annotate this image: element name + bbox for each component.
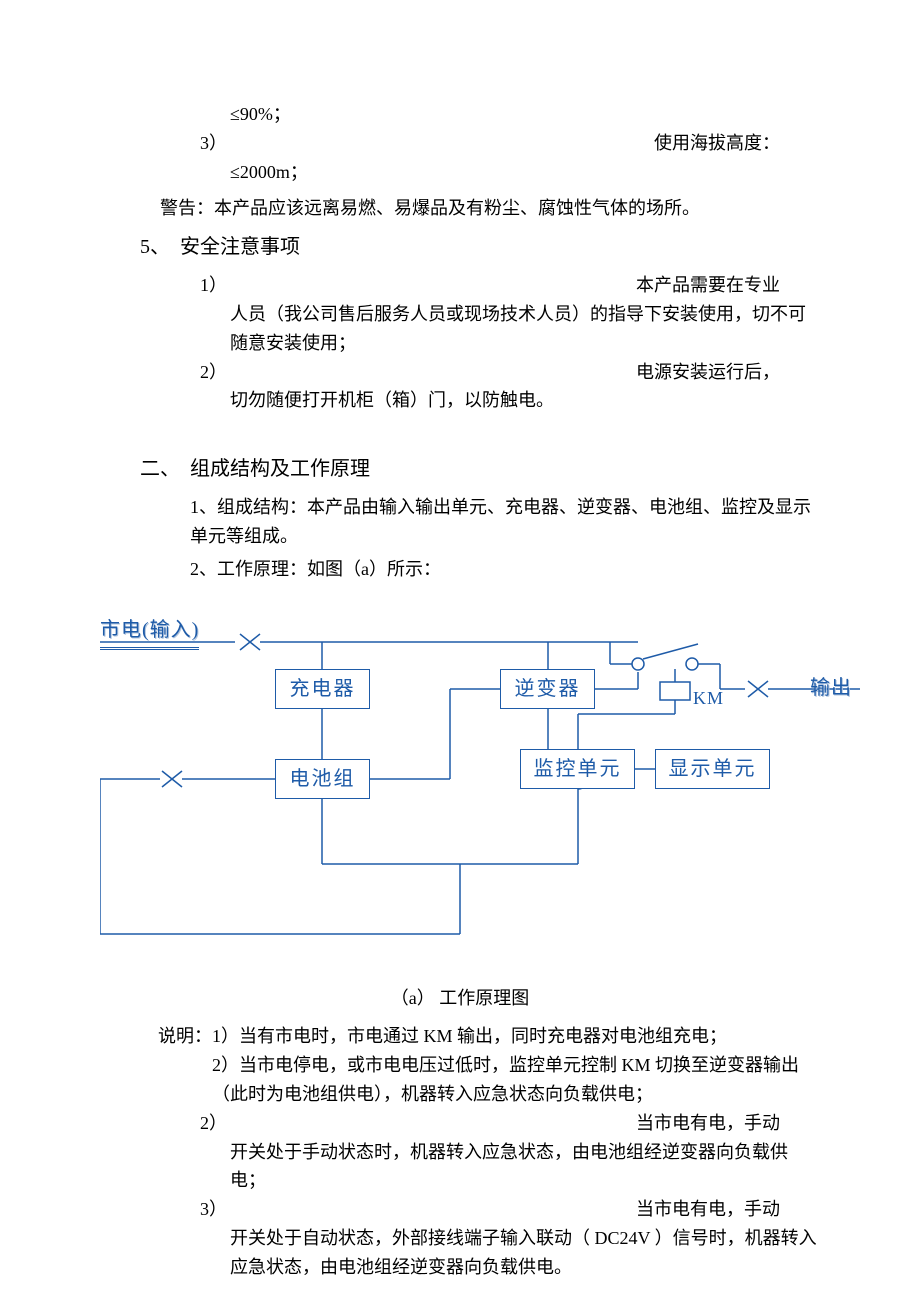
label-output: 输出: [810, 672, 852, 704]
explain-num3-body: 开关处于自动状态，外部接线端子输入联动（ DC24V ）信号时，机器转入应急状态…: [230, 1224, 820, 1282]
block-display: 显示单元: [655, 749, 770, 789]
env-item3-num: 3）: [200, 129, 240, 158]
explain-num2-body: 开关处于手动状态时，机器转入应急状态，由电池组经逆变器向负载供电；: [230, 1138, 820, 1196]
section2-para1: 1、组成结构：本产品由输入输出单元、充电器、逆变器、电池组、监控及显示单元等组成…: [190, 493, 820, 551]
explain-num2-head: 当市电有电，手动: [240, 1109, 820, 1138]
explain-num-item2: 2） 当市电有电，手动: [200, 1109, 820, 1138]
diagram-caption: （a） 工作原理图: [100, 984, 820, 1013]
block-inverter: 逆变器: [500, 669, 595, 709]
explain-line1: 说明：1）当有市电时，市电通过 KM 输出，同时充电器对电池组充电；: [158, 1022, 820, 1051]
env-item3-label: 使用海拔高度：: [240, 129, 820, 158]
label-input: 市电(输入): [100, 614, 199, 650]
safety-item2-body: 切勿随便打开机柜（箱）门，以防触电。: [230, 386, 820, 415]
block-monitor: 监控单元: [520, 749, 635, 789]
explain-item1: 1）当有市电时，市电通过 KM 输出，同时充电器对电池组充电；: [212, 1026, 727, 1046]
diagram: 市电(输入) 充电器 逆变器 电池组 监控单元 显示单元 KM 输出: [100, 614, 860, 974]
safety-item1-num: 1）: [200, 271, 240, 300]
safety-item1: 1） 本产品需要在专业: [200, 271, 820, 300]
explain-item2: 2）当市电停电，或市电电压过低时，监控单元控制 KM 切换至逆变器输出（此时为电…: [212, 1051, 820, 1109]
explain-num2: 2）: [200, 1109, 240, 1138]
block-battery: 电池组: [275, 759, 370, 799]
block-charger: 充电器: [275, 669, 370, 709]
safety-item1-body: 人员（我公司售后服务人员或现场技术人员）的指导下安装使用，切不可随意安装使用；: [230, 300, 820, 358]
explain-prefix: 说明：: [158, 1026, 212, 1046]
explain-num-item3: 3） 当市电有电，手动: [200, 1195, 820, 1224]
section5-title: 5、 安全注意事项: [140, 231, 820, 263]
section2-para2: 2、工作原理：如图（a）所示：: [190, 555, 820, 584]
warning-text: 警告：本产品应该远离易燃、易爆品及有粉尘、腐蚀性气体的场所。: [160, 194, 820, 223]
safety-item2: 2） 电源安装运行后，: [200, 358, 820, 387]
env-item3: 3） 使用海拔高度：: [200, 129, 820, 158]
explain-num3-head: 当市电有电，手动: [240, 1195, 820, 1224]
explain-num3: 3）: [200, 1195, 240, 1224]
section2-title: 二、 组成结构及工作原理: [140, 453, 820, 485]
env-item2-value: ≤90%；: [230, 100, 820, 129]
label-km: KM: [693, 684, 724, 713]
diagram-svg: [100, 614, 860, 974]
env-item3-value: ≤2000m；: [230, 158, 820, 187]
safety-item1-head: 本产品需要在专业: [240, 271, 820, 300]
safety-item2-head: 电源安装运行后，: [240, 358, 820, 387]
safety-item2-num: 2）: [200, 358, 240, 387]
